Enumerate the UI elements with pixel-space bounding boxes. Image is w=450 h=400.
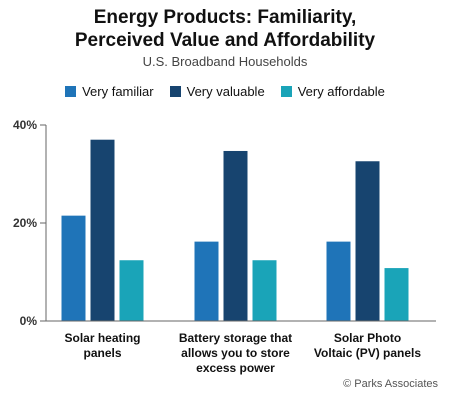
x-category-label: excess power	[196, 361, 275, 375]
legend-label-very-valuable: Very valuable	[186, 84, 265, 99]
legend-swatch-very-affordable	[280, 86, 292, 97]
x-category-label: Solar Photo	[334, 331, 401, 345]
bar-very-affordable	[119, 260, 144, 321]
y-tick-label: 20%	[13, 216, 37, 230]
chart-title-line-2: Perceived Value and Affordability	[74, 30, 376, 51]
chart-subtitle: U.S. Broadband Households	[142, 54, 308, 69]
x-category-label: Battery storage that	[179, 331, 292, 345]
x-category-label: Voltaic (PV) panels	[314, 346, 421, 360]
x-category-label: allows you to store	[181, 346, 290, 360]
legend-item-very-valuable: Very valuable	[169, 84, 265, 99]
bar-very-affordable	[384, 268, 409, 321]
y-tick-label: 40%	[13, 118, 37, 132]
legend-swatch-very-familiar	[65, 86, 77, 97]
legend-label-very-affordable: Very affordable	[297, 84, 385, 99]
legend-item-very-affordable: Very affordable	[280, 84, 385, 99]
bar-very-familiar	[326, 241, 351, 321]
legend-label-very-familiar: Very familiar	[82, 84, 154, 99]
y-tick-label: 0%	[20, 314, 38, 328]
bar-very-affordable	[252, 260, 277, 321]
x-category-label: Solar heating	[64, 331, 140, 345]
x-category-label: panels	[83, 346, 121, 360]
bar-very-familiar	[194, 241, 219, 321]
legend: Very familiar Very valuable Very afforda…	[0, 84, 450, 99]
legend-item-very-familiar: Very familiar	[65, 84, 154, 99]
credit-text: © Parks Associates	[343, 378, 438, 390]
legend-swatch-very-valuable	[169, 86, 181, 97]
bar-very-familiar	[61, 215, 86, 321]
chart-title-line-1: Energy Products: Familiarity,	[93, 7, 357, 28]
bar-very-valuable	[223, 150, 248, 321]
chart-title: Energy Products: Familiarity, Perceived …	[0, 6, 450, 52]
bar-very-valuable	[90, 139, 115, 321]
bar-very-valuable	[355, 161, 380, 321]
